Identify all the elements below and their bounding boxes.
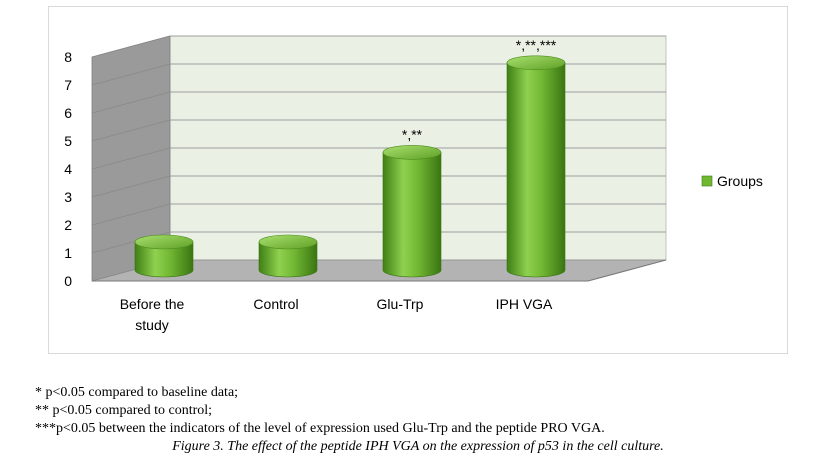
legend-swatch — [701, 175, 713, 187]
bar-body — [382, 152, 442, 278]
significance-annotations: *,** *,**,*** — [402, 37, 557, 143]
gridline-side — [91, 175, 171, 198]
bar-top — [258, 234, 318, 250]
significance-mark: *,** — [402, 126, 423, 142]
bar — [134, 234, 194, 278]
x-category-label: Glu-Trp — [377, 296, 424, 312]
y-tick-label: 5 — [64, 133, 72, 149]
bars — [134, 55, 566, 278]
bar-top — [134, 234, 194, 250]
gridline-side — [91, 147, 171, 170]
y-tick-label: 2 — [64, 217, 72, 233]
legend-label: Groups — [717, 173, 763, 189]
bar-body — [134, 241, 194, 278]
gridline-side — [91, 91, 171, 114]
footnote-control: ** p<0.05 compared to control; — [35, 403, 213, 418]
bar — [506, 55, 566, 278]
bar-top — [506, 55, 566, 71]
footnote-baseline: * p<0.05 compared to baseline data; — [35, 385, 239, 400]
x-category-label: Before the study — [120, 296, 185, 333]
legend: Groups — [701, 173, 763, 189]
bar-top — [382, 145, 442, 160]
x-category-label: Control — [253, 296, 298, 312]
x-axis-depth-line — [587, 259, 667, 282]
y-tick-label: 6 — [64, 105, 72, 121]
figure-caption: Figure 3. The effect of the peptide IPH … — [172, 439, 664, 454]
bar — [258, 234, 318, 278]
gridline-side — [91, 203, 171, 226]
y-tick-label: 3 — [64, 189, 72, 205]
bar-body — [258, 241, 318, 278]
footnote-glu-trp-vs-pro-vga: ***p<0.05 between the indicators of the … — [35, 421, 605, 436]
y-tick-label: 7 — [64, 77, 72, 93]
x-axis-labels: Before the study Control Glu-Trp IPH VGA — [120, 296, 553, 333]
y-tick-label: 4 — [64, 161, 72, 177]
bar-body — [506, 62, 566, 278]
gridline-side — [91, 119, 171, 142]
x-category-label: IPH VGA — [496, 296, 553, 312]
bar — [382, 145, 442, 278]
gridline-side — [91, 63, 171, 86]
y-axis-ticks: 0 1 2 3 4 5 6 7 8 — [64, 49, 72, 289]
significance-mark: *,**,*** — [516, 37, 557, 53]
y-tick-label: 0 — [64, 273, 72, 289]
y-tick-label: 8 — [64, 49, 72, 65]
y-tick-label: 1 — [64, 245, 72, 261]
gridline-side — [91, 35, 171, 58]
